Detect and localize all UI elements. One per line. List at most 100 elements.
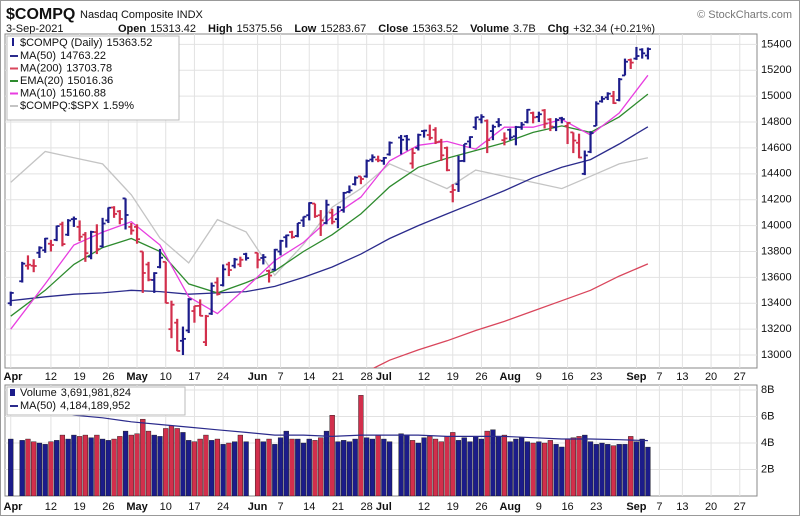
x-tick-label: 24 (217, 501, 229, 513)
x-tick-label: 13 (676, 501, 688, 513)
legend-entry: EMA(20) 15016.36 (20, 75, 113, 87)
x-tick-label: 17 (188, 371, 200, 383)
volume-bar (323, 430, 330, 496)
volume-bar (605, 444, 611, 496)
legend-entry: MA(50) 4,184,189,952 (20, 400, 130, 412)
legend-entry-value: 14763.22 (60, 50, 106, 62)
quote-item: Close 15363.52 (378, 23, 458, 35)
volume-bar (82, 434, 88, 496)
x-tick-label: May (126, 501, 148, 513)
volume-bar (404, 434, 410, 496)
volume-bar (335, 441, 341, 496)
price-grid (5, 34, 757, 368)
x-tick-label: 21 (332, 501, 344, 513)
x-tick-label: 19 (447, 371, 459, 383)
volume-bar (409, 440, 416, 496)
volume-bar (266, 438, 272, 496)
volume-bar (461, 437, 467, 496)
x-tick-label: 16 (561, 501, 573, 513)
y-tick-label: 14400 (761, 168, 792, 180)
volume-bar (134, 433, 140, 496)
volume-bar (398, 433, 404, 496)
quote-value: 15313.42 (150, 23, 196, 35)
legend-entry-name: MA(50) (20, 400, 56, 412)
y-tick-label: 15400 (761, 38, 792, 50)
volume-bar (352, 438, 358, 496)
chart-subtitle: Nasdaq Composite INDX (80, 9, 204, 21)
volume-bar (444, 436, 450, 496)
legend-entry-name: $COMPQ (Daily) (20, 37, 103, 49)
volume-bar (421, 437, 427, 496)
x-tick-label: Aug (499, 371, 520, 383)
labels: Open 15313.42 High 15375.56 Low 15283.67 Close… (4, 23, 792, 513)
volume-bar (519, 437, 525, 496)
volume-bar (387, 441, 393, 496)
legend-entry-name: Volume (20, 387, 57, 399)
legend-entry-value: 13703.78 (66, 62, 112, 74)
quote-item: Volume 3.7B (470, 23, 536, 35)
x-tick-label: 27 (734, 501, 746, 513)
volume-bar (329, 415, 335, 496)
x-tick-label: 16 (561, 371, 573, 383)
y-tick-label: 6B (761, 410, 774, 422)
y-tick-label: 15000 (761, 90, 792, 102)
x-tick-label: 19 (74, 501, 86, 513)
x-tick-label: 26 (475, 371, 487, 383)
y-tick-label: 15200 (761, 64, 792, 76)
legend-entry-value: 4,184,189,952 (60, 400, 130, 412)
volume-bar (318, 437, 324, 496)
x-tick-label: 12 (45, 371, 57, 383)
x-tick-label: 10 (160, 371, 172, 383)
legend-entry-value: 15016.36 (67, 75, 113, 87)
volume-bar (587, 441, 594, 496)
y-tick-label: 13000 (761, 349, 792, 361)
y-tick-label: 13400 (761, 297, 792, 309)
volume-bar (111, 438, 117, 496)
overlay-line (10, 126, 649, 302)
volume-bar (496, 436, 502, 496)
volume-bar (191, 441, 198, 496)
volume-bar (427, 436, 433, 496)
volume-bar (645, 446, 651, 496)
price-plot (7, 46, 651, 368)
volume-bar (576, 436, 582, 496)
volume-bar (168, 425, 175, 496)
source: © StockCharts.com (697, 9, 792, 21)
y-tick-label: 4B (761, 437, 774, 449)
y-tick-label: 8B (761, 384, 774, 396)
x-tick-label: 28 (361, 371, 373, 383)
volume-bar (117, 436, 123, 496)
volume-bar (582, 434, 588, 496)
legend-box (6, 35, 180, 121)
x-tick-label: Apr (4, 501, 24, 513)
y-tick-label: 14600 (761, 142, 792, 154)
volume-bar (105, 440, 111, 496)
x-tick-label: 26 (475, 501, 487, 513)
volume-bar (232, 441, 238, 496)
volume-bar (203, 434, 209, 496)
x-tick-label: 26 (102, 371, 114, 383)
chart-title: $COMPQ (6, 6, 75, 23)
volume-bar (622, 444, 628, 496)
volume-bar (277, 437, 284, 496)
legend-entry: MA(10) 15160.88 (20, 87, 106, 99)
volume-bar (358, 395, 364, 496)
x-tick-label: 7 (277, 501, 283, 513)
x-tick-label: 19 (447, 501, 459, 513)
legend-entry: $COMPQ:$SPX 1.59% (20, 100, 134, 112)
y-tick-label: 13800 (761, 245, 792, 257)
quote-value: 3.7B (513, 23, 536, 35)
volume-bar (501, 434, 508, 496)
volume-bar (547, 440, 553, 496)
x-tick-label: Apr (4, 371, 24, 383)
volume-bar (145, 430, 152, 496)
x-tick-label: 26 (102, 501, 114, 513)
volume-bar (25, 438, 31, 496)
volume-bar (553, 444, 559, 496)
y-tick-label: 13600 (761, 271, 792, 283)
volume-bar (36, 442, 43, 496)
volume-bar (346, 441, 353, 496)
legend-entry-value: 1.59% (103, 100, 134, 112)
